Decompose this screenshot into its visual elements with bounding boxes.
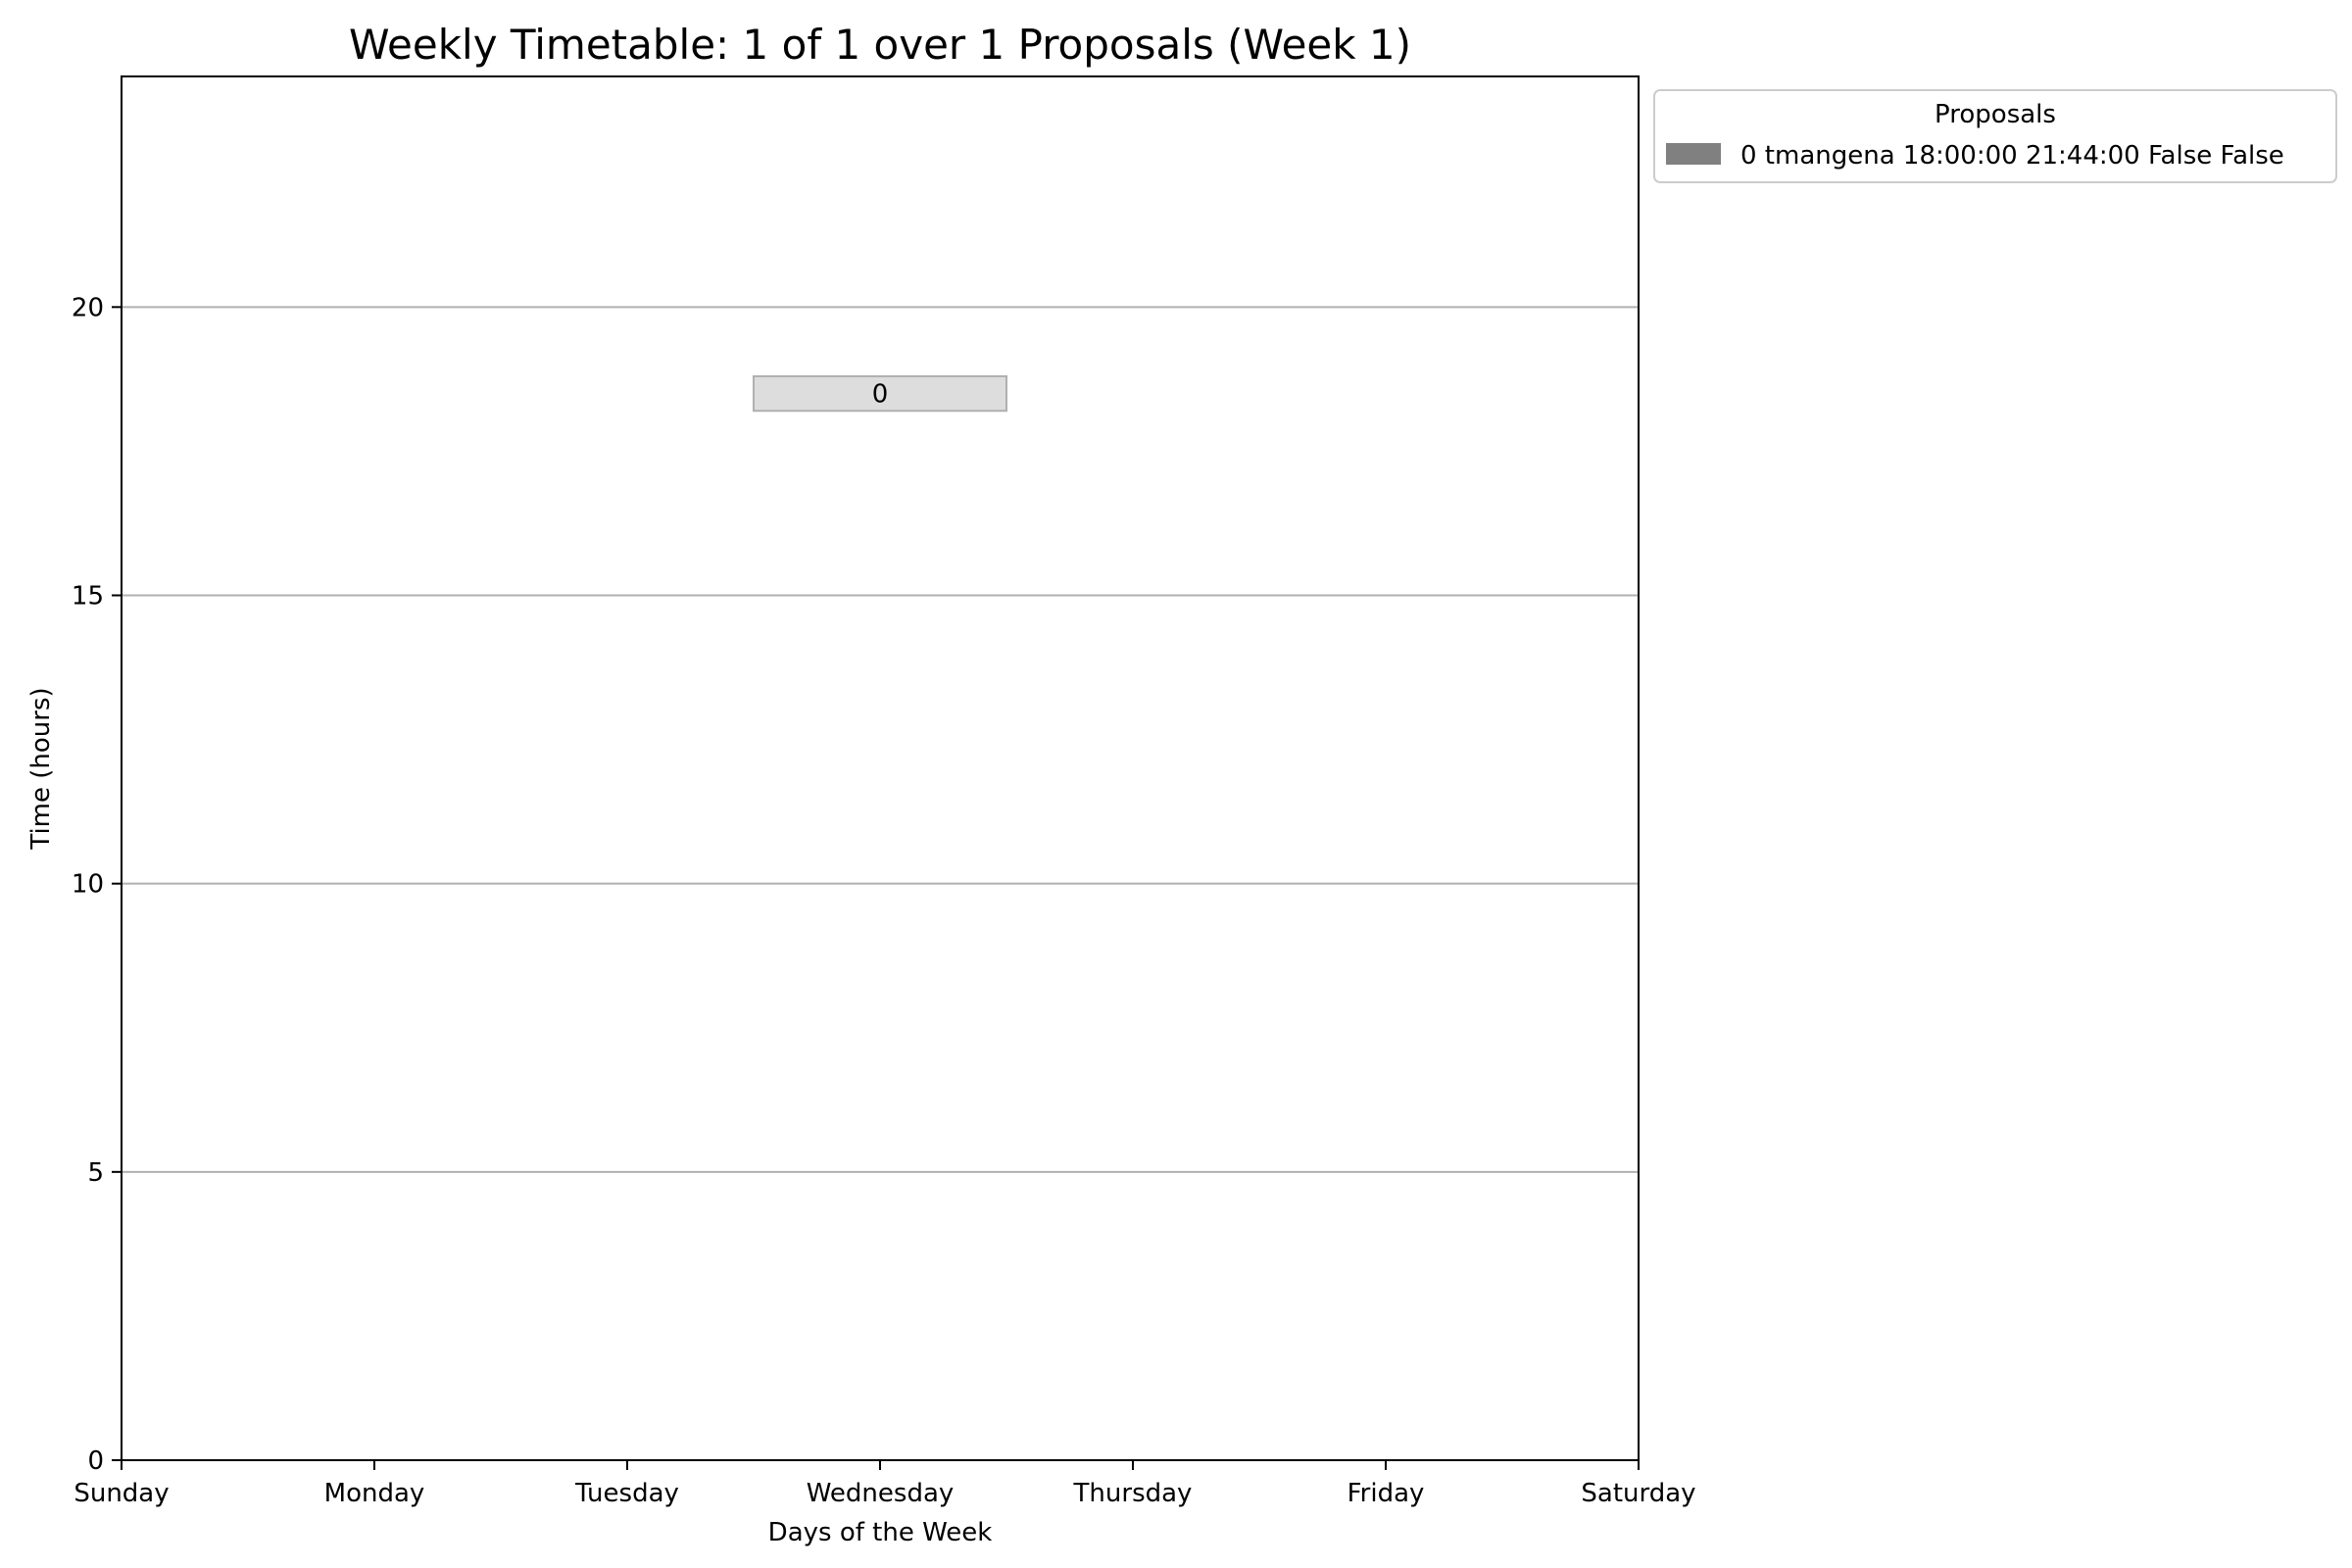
legend-swatch: [1666, 143, 1721, 165]
bar-label: 0: [872, 380, 889, 410]
bars: 0: [753, 374, 1007, 413]
y-tick-label: 0: [87, 1446, 104, 1476]
grid-lines: [122, 306, 1639, 1173]
chart-title: Weekly Timetable: 1 of 1 over 1 Proposal…: [349, 21, 1411, 69]
timetable-bar: [753, 374, 1007, 413]
legend-entries: 0 tmangena 18:00:00 21:44:00 False False: [1666, 141, 2284, 171]
y-axis-ticks: 0 5 10 15 20: [72, 293, 122, 1476]
x-tick-label: Saturday: [1581, 1479, 1695, 1508]
y-tick-label: 5: [87, 1158, 104, 1188]
y-axis-label: Time (hours): [26, 687, 56, 850]
legend-title: Proposals: [1935, 100, 2056, 129]
x-tick-label: Wednesday: [807, 1479, 955, 1508]
x-axis-ticks: Sunday Monday Tuesday Wednesday Thursday Frid…: [74, 1460, 1696, 1508]
x-tick-label: Thursday: [1073, 1479, 1193, 1508]
y-tick-label: 10: [72, 870, 104, 900]
x-axis-label: Days of the Week: [768, 1518, 993, 1547]
legend: Proposals 0 tmangena 18:00:00 21:44:00 F…: [1653, 89, 2337, 183]
y-tick-label: 15: [72, 582, 104, 612]
y-tick-label: 20: [72, 293, 104, 322]
x-tick-label: Friday: [1348, 1479, 1425, 1508]
x-tick-label: Tuesday: [574, 1479, 679, 1508]
x-tick-label: Sunday: [74, 1479, 169, 1508]
legend-entry-label: 0 tmangena 18:00:00 21:44:00 False False: [1740, 141, 2284, 171]
x-tick-label: Monday: [324, 1479, 425, 1508]
legend-frame: [1653, 89, 2337, 183]
